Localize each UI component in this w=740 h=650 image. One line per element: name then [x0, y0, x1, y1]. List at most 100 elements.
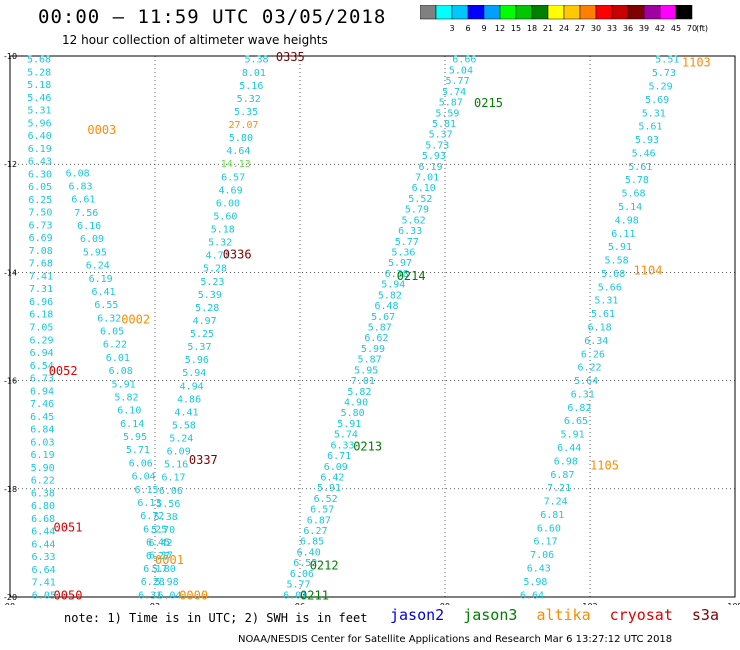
track-value-C: 6.42	[148, 538, 172, 549]
pass-label: 0214	[397, 269, 426, 283]
scale-label: 33	[607, 24, 617, 33]
pass-label: 0001	[155, 553, 184, 567]
track-value-B: 6.04	[157, 590, 181, 601]
x-tick-label: 96	[295, 602, 305, 605]
track-value-C: 5.16	[164, 460, 188, 471]
x-tick-label: 99	[440, 602, 450, 605]
track-value-C: 5.28	[195, 303, 219, 314]
scale-label: 9	[481, 24, 486, 33]
track-value-A: 6.18	[29, 310, 53, 321]
track-value-A: 6.40	[28, 131, 52, 142]
track-value-C: 6.17	[143, 564, 167, 575]
track-value-D: 6.66	[452, 55, 476, 66]
track-value-E: 5.31	[594, 296, 618, 307]
track-value-D: 6.27	[303, 526, 327, 537]
track-value-D: 5.52	[408, 194, 432, 205]
chart-subtitle: 12 hour collection of altimeter wave hei…	[62, 33, 328, 47]
track-value-B: 6.01	[106, 353, 130, 364]
y-tick-label: -16	[4, 377, 17, 386]
pass-label: 0336	[223, 247, 252, 261]
track-value-D: 6.85	[300, 537, 324, 548]
track-value-D: 5.62	[402, 215, 426, 226]
track-value-E: 6.60	[537, 523, 561, 534]
pass-label: 0050	[54, 588, 83, 602]
track-value-A: 6.68	[31, 514, 55, 525]
x-tick-label: 102	[582, 602, 597, 605]
track-value-D: 5.87	[368, 323, 392, 334]
pass-label: 0003	[87, 123, 116, 137]
track-value-D: 5.36	[391, 248, 415, 259]
track-value-B: 5.98	[155, 577, 179, 588]
track-value-D: 5.74	[334, 430, 358, 441]
track-value-C: 4.86	[177, 394, 201, 405]
track-value-E: 5.29	[649, 81, 673, 92]
scale-label: 27	[575, 24, 585, 33]
track-value-B: 6.10	[117, 406, 141, 417]
track-value-A: 6.80	[31, 501, 55, 512]
track-value-E: 5.69	[645, 95, 669, 106]
pass-label: 0212	[310, 559, 339, 573]
track-value-C: 5.18	[211, 225, 235, 236]
track-value-C: 5.32	[237, 94, 261, 105]
track-value-C: 4.41	[174, 407, 198, 418]
track-value-E: 6.87	[550, 470, 574, 481]
track-value-C: 4.64	[226, 146, 250, 157]
track-value-D: 6.10	[412, 183, 436, 194]
track-value-A: 6.03	[30, 437, 54, 448]
track-value-A: 6.44	[31, 539, 55, 550]
track-value-C: 5.94	[182, 368, 206, 379]
track-value-B: 5.91	[112, 379, 136, 390]
track-value-D: 5.77	[287, 580, 311, 591]
track-value-C: 5.25	[190, 329, 214, 340]
track-value-E: 5.93	[635, 135, 659, 146]
track-value-E: 6.98	[554, 456, 578, 467]
scale-label: 18	[527, 24, 537, 33]
pass-label: 0000	[179, 588, 208, 602]
track-value-A: 6.73	[30, 374, 54, 385]
track-value-A: 6.05	[28, 182, 52, 193]
track-value-D: 5.81	[432, 119, 456, 130]
pass-label: 0337	[189, 453, 218, 467]
track-value-D: 5.79	[405, 205, 429, 216]
track-value-E: 6.81	[540, 510, 564, 521]
track-value-E: 6.31	[571, 389, 595, 400]
track-value-A: 6.22	[31, 476, 55, 487]
track-value-E: 4.98	[615, 215, 639, 226]
y-tick-label: -20	[4, 593, 17, 602]
track-value-A: 5.90	[31, 463, 55, 474]
track-value-C: 5.80	[229, 133, 253, 144]
pass-label: 0051	[54, 521, 83, 535]
track-value-A: 6.25	[28, 195, 52, 206]
track-value-E: 6.44	[557, 443, 581, 454]
track-value-A: 7.31	[29, 284, 53, 295]
track-value-D: 6.38	[385, 269, 409, 280]
track-value-B: 6.83	[68, 182, 92, 193]
track-value-A: 6.54	[30, 361, 54, 372]
track-value-D: 6.87	[307, 515, 331, 526]
track-value-C: 4.77	[206, 251, 230, 262]
track-value-C: 5.16	[239, 81, 263, 92]
track-value-D: 6.33	[398, 226, 422, 237]
track-value-D: 5.87	[439, 98, 463, 109]
scale-label: 12	[495, 24, 505, 33]
track-value-C: 6.57	[221, 172, 245, 183]
track-value-A: 6.64	[32, 565, 56, 576]
track-value-C: 5.24	[169, 434, 193, 445]
track-value-C: 4.97	[193, 316, 217, 327]
pass-label: 0211	[300, 588, 329, 602]
track-value-A: 5.68	[27, 55, 51, 66]
track-value-C: 5.96	[185, 355, 209, 366]
track-value-A: 6.73	[28, 220, 52, 231]
track-value-E: 5.66	[598, 282, 622, 293]
track-value-A: 5.96	[28, 118, 52, 129]
track-value-A: 6.94	[30, 348, 54, 359]
footer-note: note: 1) Time is in UTC; 2) SWH is in fe…	[64, 611, 368, 625]
y-tick-label: -10	[4, 52, 17, 61]
x-tick-label: 93	[150, 602, 160, 605]
track-value-D: 5.77	[395, 237, 419, 248]
track-value-B: 6.06	[129, 458, 153, 469]
track-value-A: 5.18	[27, 80, 51, 91]
track-value-C: 14.13	[221, 159, 251, 170]
track-value-D: 6.33	[330, 440, 354, 451]
track-value-A: 7.08	[29, 246, 53, 257]
